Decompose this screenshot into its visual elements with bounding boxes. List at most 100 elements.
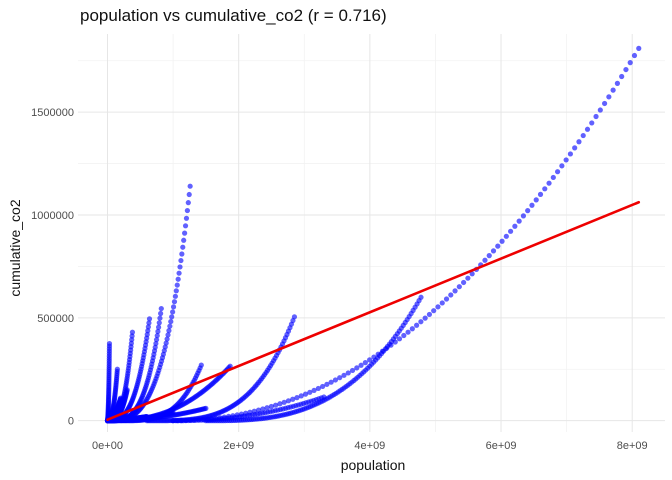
- data-point: [426, 311, 433, 318]
- data-point: [208, 416, 215, 422]
- data-point: [124, 387, 130, 393]
- data-point: [129, 329, 136, 335]
- data-point: [362, 360, 368, 366]
- data-point: [294, 395, 300, 401]
- data-point: [597, 107, 603, 113]
- data-point: [349, 367, 356, 374]
- data-point: [627, 60, 633, 66]
- data-point: [203, 405, 209, 411]
- data-point: [146, 316, 153, 322]
- data-point: [243, 410, 249, 416]
- data-point: [172, 293, 178, 299]
- y-tick-labels: 0 500000 1000000 1500000: [31, 107, 74, 428]
- data-point: [619, 73, 625, 80]
- data-point: [145, 324, 151, 330]
- data-point: [213, 415, 219, 421]
- data-point: [448, 292, 454, 298]
- data-point: [315, 385, 321, 392]
- data-point: [171, 299, 178, 305]
- data-point: [623, 66, 629, 73]
- data-point: [337, 375, 343, 381]
- y-tick-label: 1500000: [31, 107, 74, 119]
- data-point: [405, 329, 411, 335]
- data-point: [179, 418, 185, 424]
- data-point: [452, 288, 458, 294]
- data-point: [439, 300, 445, 306]
- data-point: [409, 326, 415, 332]
- data-point: [371, 354, 377, 360]
- data-point: [593, 113, 599, 120]
- data-point: [388, 342, 394, 348]
- data-point: [170, 309, 176, 315]
- x-tick-label: 2e+09: [223, 440, 254, 452]
- data-point: [324, 381, 330, 387]
- data-point: [178, 257, 184, 264]
- data-point: [320, 383, 326, 390]
- data-point: [145, 328, 151, 334]
- data-point: [175, 276, 181, 282]
- data-point: [461, 279, 467, 286]
- data-point: [238, 411, 245, 417]
- data-point: [183, 417, 189, 424]
- data-point: [384, 345, 390, 351]
- data-point: [183, 215, 190, 221]
- data-point: [247, 409, 253, 415]
- data-point: [204, 416, 210, 422]
- data-point: [606, 94, 612, 100]
- y-axis-title: cumulative_co2: [7, 199, 23, 296]
- data-point: [166, 328, 172, 334]
- trend-line: [106, 200, 641, 421]
- data-point: [291, 314, 298, 320]
- data-point: [456, 284, 462, 290]
- data-point: [435, 304, 441, 310]
- data-point: [255, 407, 262, 413]
- data-point: [170, 418, 176, 424]
- data-point: [106, 340, 113, 347]
- data-point: [572, 145, 578, 151]
- data-point: [158, 305, 164, 312]
- data-point: [268, 403, 274, 410]
- data-point: [559, 163, 565, 169]
- data-point: [177, 264, 183, 270]
- data-point: [234, 412, 240, 418]
- data-point: [482, 257, 488, 263]
- data-point: [580, 132, 586, 139]
- data-point: [499, 238, 505, 244]
- data-point: [196, 417, 202, 423]
- data-point: [114, 366, 120, 372]
- data-point: [512, 223, 518, 229]
- data-point: [614, 80, 621, 86]
- data-point: [332, 377, 339, 383]
- data-point: [251, 408, 257, 414]
- grid-minor: [78, 34, 665, 432]
- x-tick-label: 6e+09: [486, 440, 517, 452]
- data-point: [554, 169, 561, 175]
- data-point: [260, 406, 266, 412]
- data-point: [169, 314, 175, 320]
- data-point: [367, 357, 373, 363]
- data-point: [563, 157, 569, 163]
- data-point: [375, 351, 381, 357]
- data-point: [157, 315, 163, 321]
- data-point: [550, 174, 556, 181]
- data-point: [516, 218, 522, 224]
- data-point: [610, 87, 616, 93]
- data-point: [182, 223, 189, 229]
- data-point: [226, 413, 232, 420]
- data-point: [181, 237, 187, 243]
- data-point: [290, 396, 296, 402]
- data-point: [170, 409, 176, 416]
- data-point: [200, 416, 206, 423]
- data-point: [525, 208, 531, 214]
- chart-title: population vs cumulative_co2 (r = 0.716): [80, 6, 387, 25]
- data-point: [144, 413, 150, 420]
- data-point: [601, 100, 608, 107]
- data-point: [486, 253, 492, 259]
- y-tick-label: 0: [68, 416, 74, 428]
- data-point: [546, 180, 552, 186]
- data-point: [158, 310, 164, 317]
- data-point: [537, 191, 544, 197]
- data-point: [529, 202, 535, 208]
- data-point: [354, 365, 360, 371]
